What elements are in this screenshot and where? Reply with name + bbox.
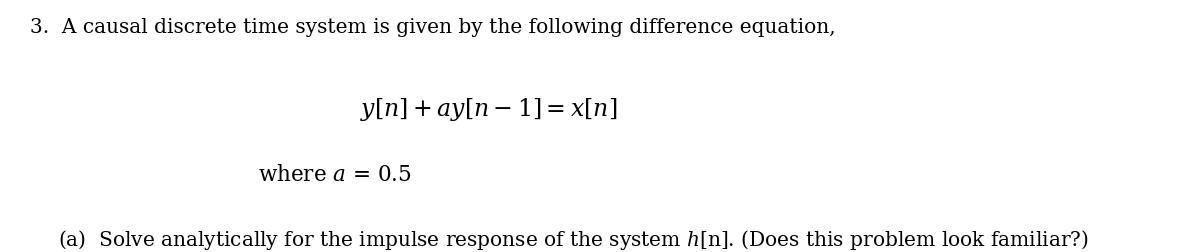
Text: 3.  A causal discrete time system is given by the following difference equation,: 3. A causal discrete time system is give… xyxy=(30,18,835,37)
Text: $y[n] + ay[n-1] = x[n]$: $y[n] + ay[n-1] = x[n]$ xyxy=(360,96,617,123)
Text: (a)  Solve analytically for the impulse response of the system $h$[n]. (Does thi: (a) Solve analytically for the impulse r… xyxy=(58,227,1088,251)
Text: where $a$ = 0.5: where $a$ = 0.5 xyxy=(258,164,412,186)
